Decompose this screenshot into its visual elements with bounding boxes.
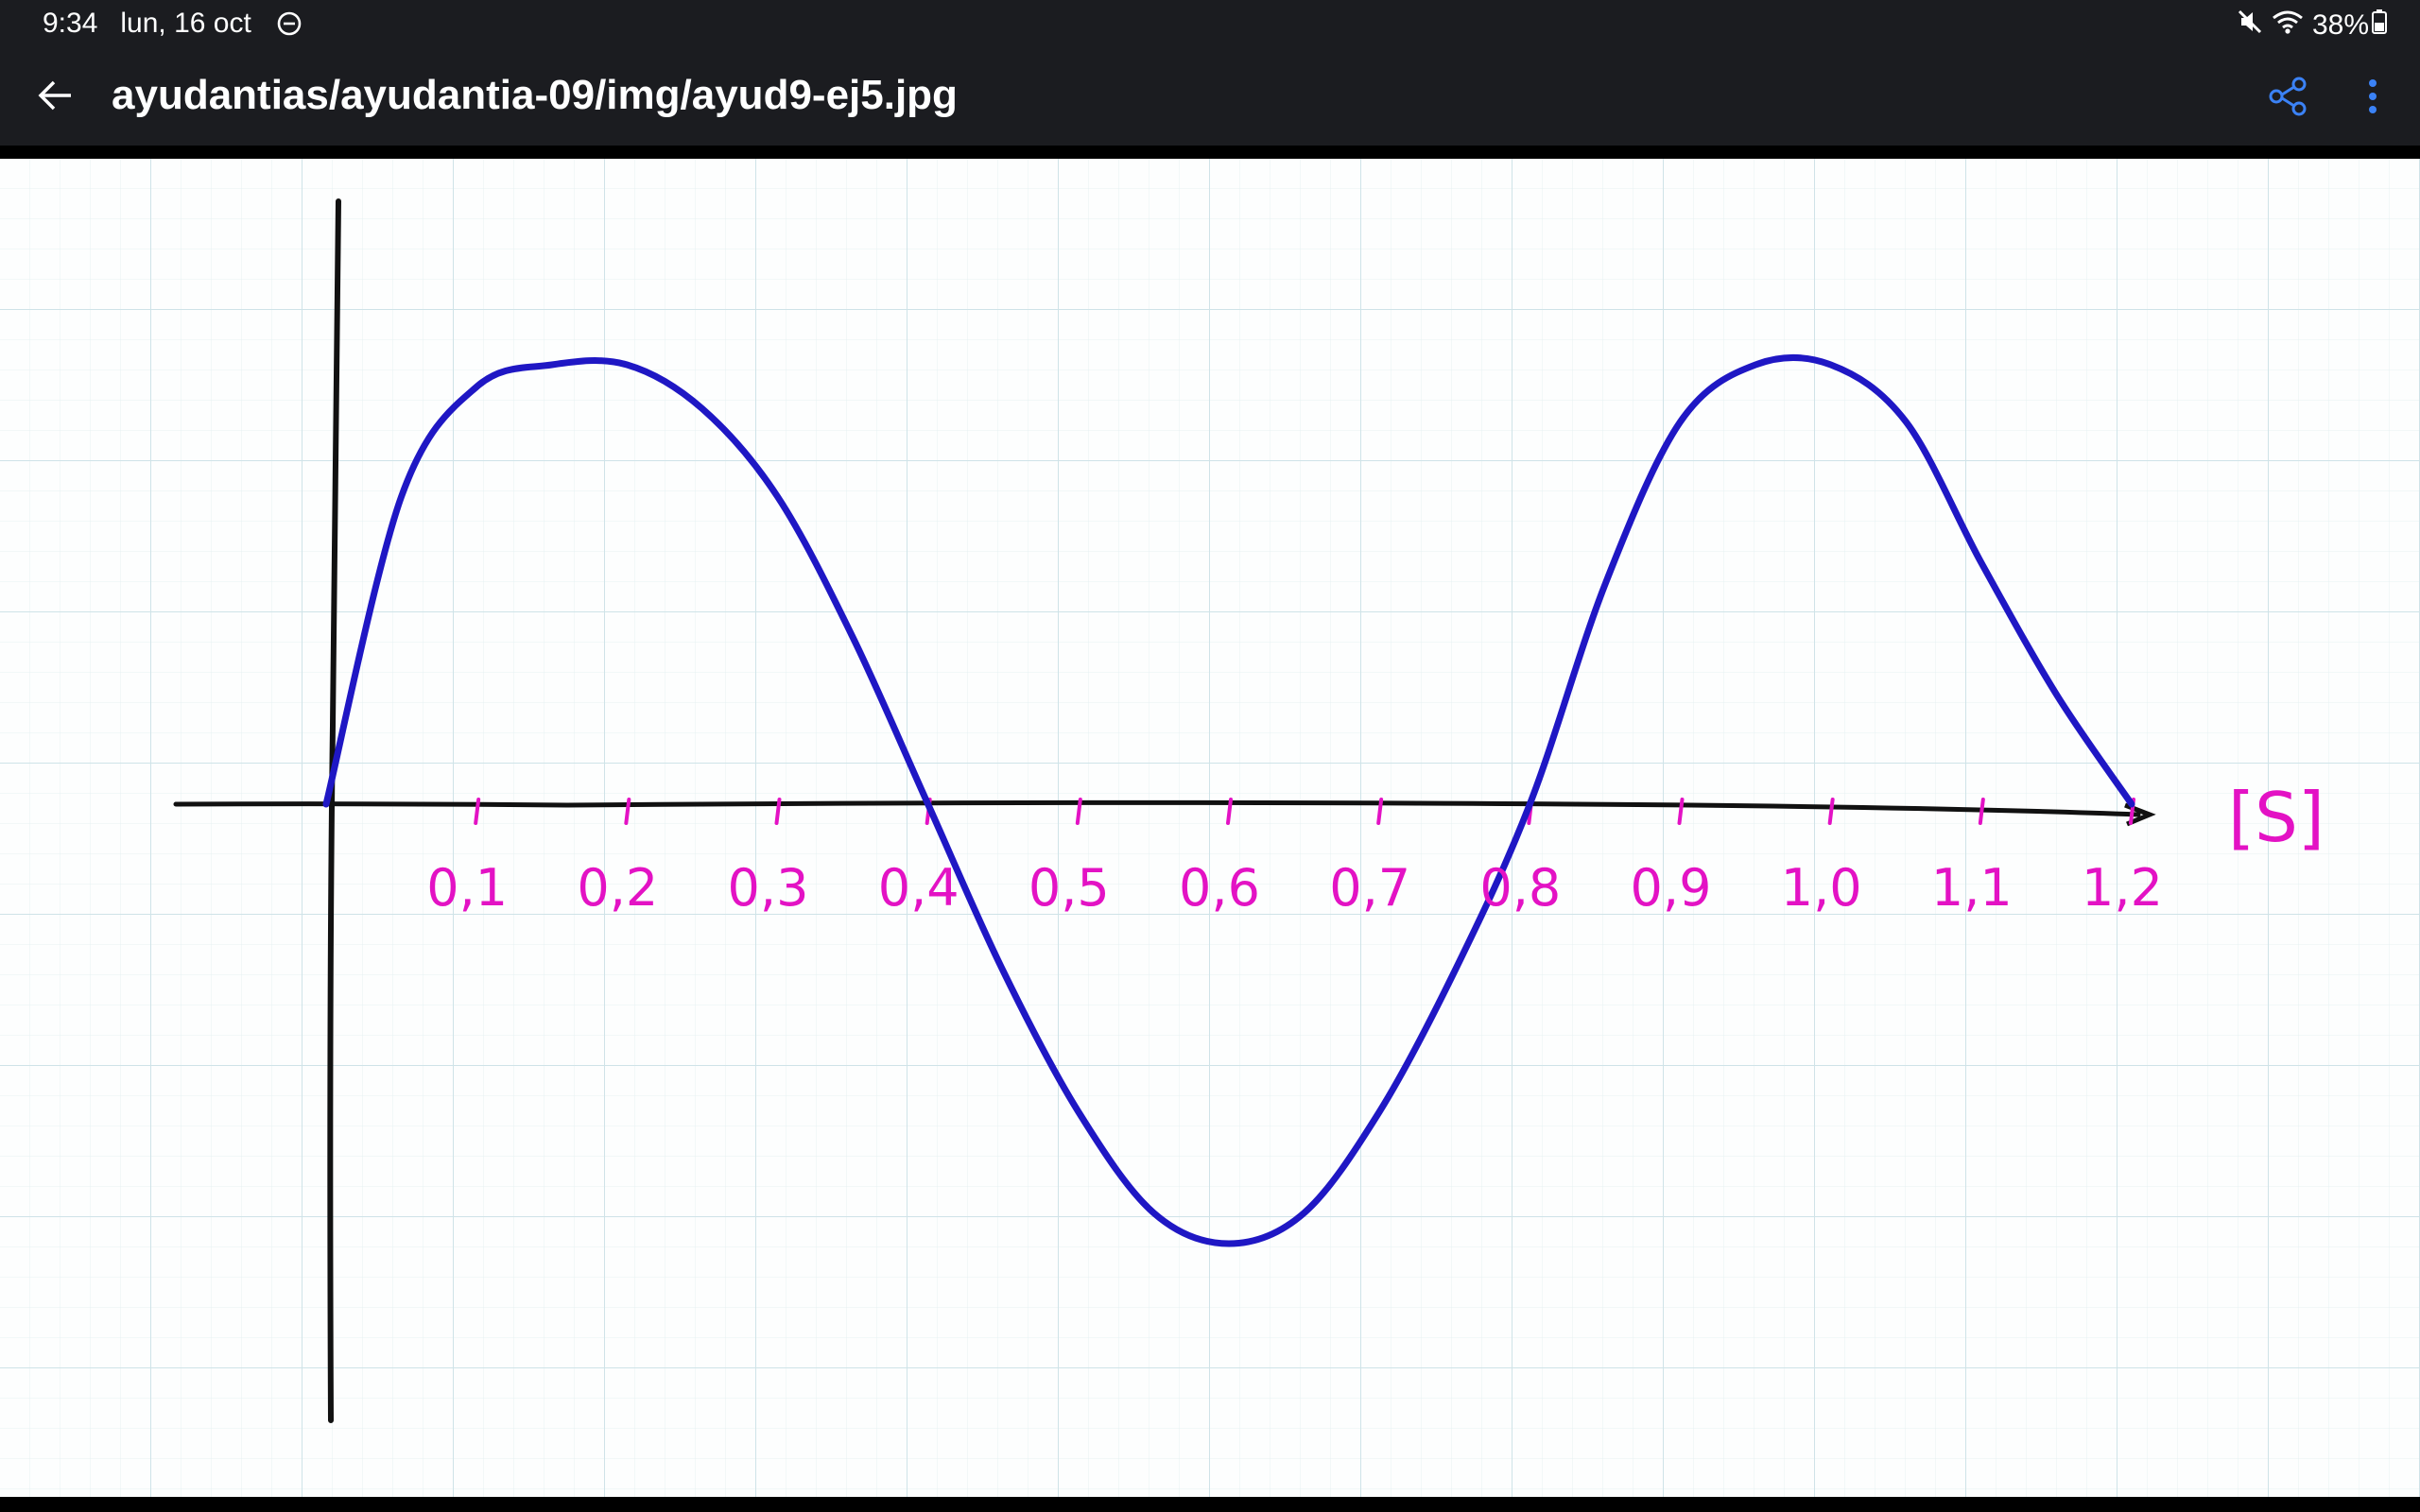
x-tick-labels: 0,1 0,2 0,3 0,4 0,5 0,6 0,7 0,8 0,9 1,0 1,1 1,2	[426, 858, 2163, 918]
more-vert-icon	[2367, 77, 2378, 120]
x-tick-label: 0,8	[1479, 858, 1561, 918]
x-tick-label: 1,1	[1931, 858, 2013, 918]
x-tick-mark	[774, 798, 782, 825]
app-bar: ayudantias/ayudantia-09/img/ayud9-ej5.jp…	[0, 49, 2420, 146]
battery-icon	[2371, 9, 2388, 43]
status-right: 38%	[2229, 8, 2388, 43]
x-tick-label: 0,2	[577, 858, 658, 918]
share-button[interactable]	[2259, 70, 2316, 127]
x-tick-label: 0,1	[426, 858, 508, 918]
grid-paper	[0, 159, 2420, 1497]
y-axis-line	[327, 198, 341, 1423]
x-axis-line	[173, 799, 2141, 817]
handwritten-graph-image: 0,1 0,2 0,3 0,4 0,5 0,6 0,7 0,8 0,9 1,0 1,1 1,2 [S]	[0, 159, 2420, 1497]
x-tick-label: 0,7	[1329, 858, 1410, 918]
x-tick-label: 0,9	[1631, 858, 1712, 918]
status-date: lun, 16 oct	[120, 8, 251, 39]
mute-icon	[2237, 8, 2263, 43]
x-tick-mark	[1827, 798, 1835, 825]
app-bar-divider	[0, 146, 2420, 159]
share-icon	[2268, 76, 2308, 122]
bottom-bar	[0, 1497, 2420, 1512]
x-tick-label: 1,0	[1781, 858, 1862, 918]
x-tick-label: 1,2	[2082, 858, 2163, 918]
battery-percent: 38%	[2311, 9, 2369, 41]
status-bar: 9:34 lun, 16 oct 38%	[0, 0, 2420, 49]
x-tick-mark	[1226, 798, 1233, 825]
status-left: 9:34 lun, 16 oct	[43, 8, 302, 40]
x-tick-mark	[1376, 798, 1384, 825]
series-curve	[322, 353, 2135, 1247]
x-tick-mark	[624, 798, 631, 825]
x-tick-mark	[1677, 798, 1685, 825]
back-arrow-icon	[37, 78, 75, 117]
more-options-button[interactable]	[2344, 70, 2401, 127]
x-tick-mark	[1075, 798, 1082, 825]
x-tick-mark	[1978, 798, 1985, 825]
x-tick-label: 0,6	[1179, 858, 1260, 918]
x-tick-label: 0,3	[728, 858, 809, 918]
wifi-icon	[2271, 8, 2305, 43]
x-tick-mark	[474, 798, 481, 825]
x-ticks	[474, 798, 2135, 825]
x-tick-label: 0,5	[1028, 858, 1110, 918]
back-button[interactable]	[28, 70, 83, 125]
status-time: 9:34	[43, 8, 98, 39]
file-path-title: ayudantias/ayudantia-09/img/ayud9-ej5.jp…	[112, 72, 958, 118]
image-viewer[interactable]: 0,1 0,2 0,3 0,4 0,5 0,6 0,7 0,8 0,9 1,0 1,1 1,2 [S]	[0, 159, 2420, 1497]
x-tick-label: 0,4	[878, 858, 959, 918]
do-not-disturb-icon	[276, 10, 302, 37]
x-axis-unit-label: [S]	[2228, 778, 2325, 857]
